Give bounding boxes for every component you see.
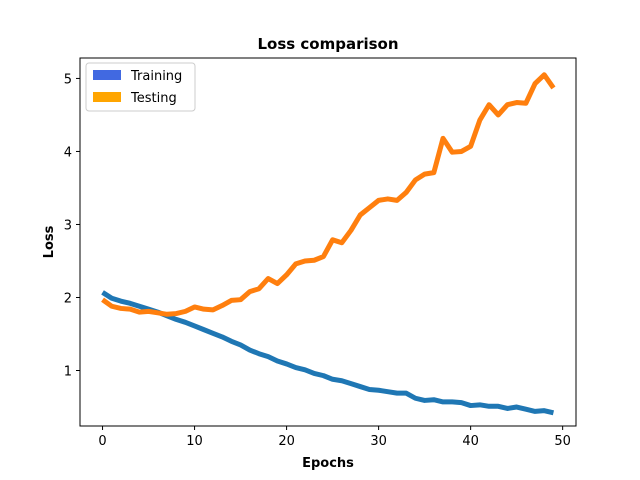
legend-swatch-testing xyxy=(93,92,121,102)
x-tick-label: 40 xyxy=(462,434,479,449)
x-axis: 0 10 20 30 40 50 xyxy=(98,426,571,449)
y-tick-label: 5 xyxy=(64,72,72,87)
x-tick-label: 0 xyxy=(98,434,106,449)
x-tick-label: 30 xyxy=(370,434,387,449)
chart-title: Loss comparison xyxy=(257,35,398,53)
x-tick-label: 50 xyxy=(554,434,571,449)
legend-label-testing: Testing xyxy=(130,91,177,106)
y-axis: 1 2 3 4 5 xyxy=(64,72,80,380)
legend-label-training: Training xyxy=(130,69,182,84)
y-tick-label: 4 xyxy=(64,145,72,160)
legend-swatch-training xyxy=(93,70,121,80)
y-tick-label: 2 xyxy=(64,291,72,306)
x-axis-title: Epochs xyxy=(302,456,354,471)
y-tick-label: 3 xyxy=(64,218,72,233)
y-tick-label: 1 xyxy=(64,365,72,380)
x-tick-label: 10 xyxy=(186,434,203,449)
series-layer xyxy=(101,72,556,416)
series-line-testing xyxy=(101,72,556,317)
series-line-training xyxy=(101,290,555,416)
legend: Training Testing xyxy=(85,62,196,112)
y-axis-title: Loss xyxy=(42,225,57,258)
plot-frame xyxy=(79,57,577,427)
x-tick-label: 20 xyxy=(278,434,295,449)
